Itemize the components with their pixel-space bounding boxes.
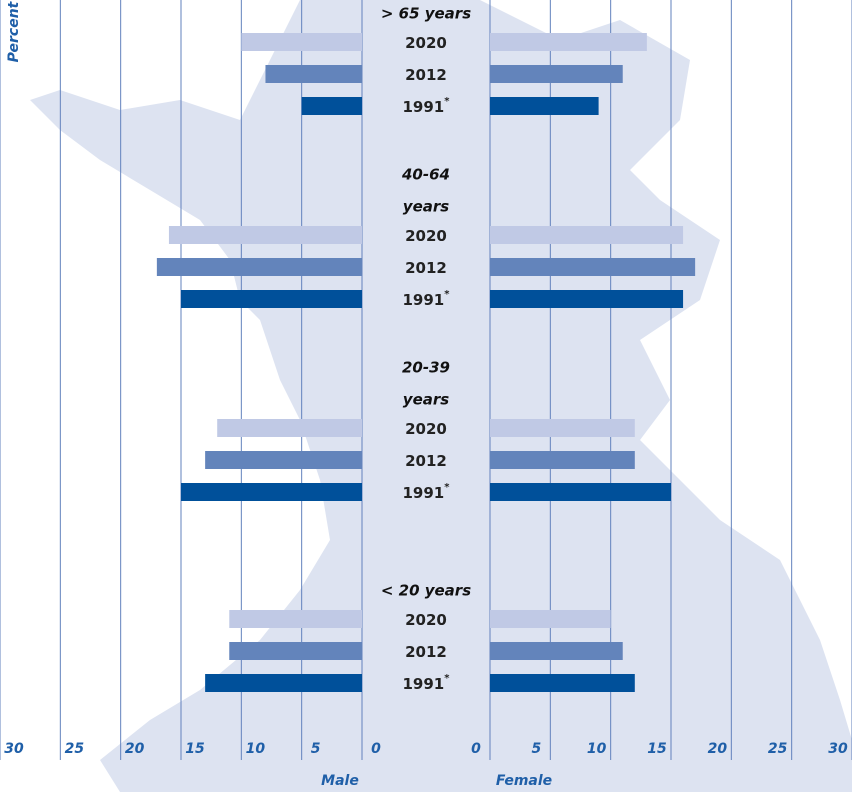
series-name: 2020	[405, 227, 447, 245]
x-tick-label: 20	[708, 741, 728, 757]
x-tick-label: 30	[4, 741, 24, 757]
x-tick-label: 10	[587, 741, 607, 757]
x-tick-label: 5	[311, 741, 321, 757]
bar-female	[490, 451, 635, 469]
series-label: 2012	[405, 643, 447, 661]
bar-female	[490, 258, 696, 276]
series-label: 2012	[405, 452, 447, 470]
bar-male	[265, 65, 362, 83]
group-label: years	[403, 198, 449, 216]
x-tick-label: 25	[768, 741, 788, 757]
y-axis-label: Percent	[6, 0, 22, 62]
bar-male	[241, 33, 362, 51]
series-label: 1991*	[403, 482, 451, 502]
series-label: 1991*	[403, 673, 451, 693]
bar-female	[490, 419, 635, 437]
bar-male	[181, 290, 362, 308]
left-axis-label: Male	[321, 773, 359, 789]
series-label: 2012	[405, 259, 447, 277]
bar-male	[205, 674, 362, 692]
bar-female	[490, 97, 599, 115]
series-name: 1991	[403, 98, 445, 116]
bar-male	[301, 97, 362, 115]
bar-male	[156, 258, 362, 276]
series-label: 1991*	[403, 289, 451, 309]
series-note: *	[444, 482, 450, 493]
series-note: *	[444, 289, 450, 300]
series-label: 1991*	[403, 96, 451, 116]
series-name: 2012	[405, 452, 447, 470]
bar-female	[490, 610, 611, 628]
series-note: *	[444, 96, 450, 107]
x-tick-label: 20	[125, 741, 145, 757]
series-name: 2020	[405, 420, 447, 438]
x-tick-label: 30	[828, 741, 848, 757]
bar-male	[205, 451, 362, 469]
bar-male	[229, 642, 362, 660]
series-name: 2020	[405, 611, 447, 629]
x-tick-label: 15	[647, 741, 667, 757]
series-label: 2020	[405, 611, 447, 629]
bar-female	[490, 65, 623, 83]
bar-male	[229, 610, 362, 628]
series-label: 2020	[405, 34, 447, 52]
x-tick-label: 0	[471, 741, 481, 757]
series-label: 2012	[405, 66, 447, 84]
bar-male	[217, 419, 362, 437]
bar-female	[490, 483, 671, 501]
series-name: 2012	[405, 643, 447, 661]
bar-female	[490, 674, 635, 692]
bar-female	[490, 290, 684, 308]
x-tick-label: 0	[371, 741, 381, 757]
bar-female	[490, 33, 647, 51]
series-note: *	[444, 673, 450, 684]
x-tick-label: 25	[65, 741, 85, 757]
group-label: 20-39	[402, 359, 450, 377]
bar-female	[490, 642, 623, 660]
x-tick-label: 5	[531, 741, 541, 757]
series-name: 2012	[405, 66, 447, 84]
group-label: 40-64	[401, 166, 450, 184]
series-name: 2012	[405, 259, 447, 277]
series-name: 1991	[403, 675, 445, 693]
series-name: 1991	[403, 484, 445, 502]
series-label: 2020	[405, 227, 447, 245]
series-label: 2020	[405, 420, 447, 438]
map-background	[30, 0, 852, 792]
bar-male	[168, 226, 362, 244]
x-tick-label: 10	[246, 741, 266, 757]
bar-female	[490, 226, 684, 244]
bar-male	[181, 483, 362, 501]
x-tick-label: 15	[185, 741, 205, 757]
group-label: > 65 years	[381, 5, 471, 23]
group-label: years	[403, 391, 449, 409]
right-axis-label: Female	[496, 773, 552, 789]
group-label: < 20 years	[381, 582, 471, 600]
series-name: 2020	[405, 34, 447, 52]
series-name: 1991	[403, 291, 445, 309]
